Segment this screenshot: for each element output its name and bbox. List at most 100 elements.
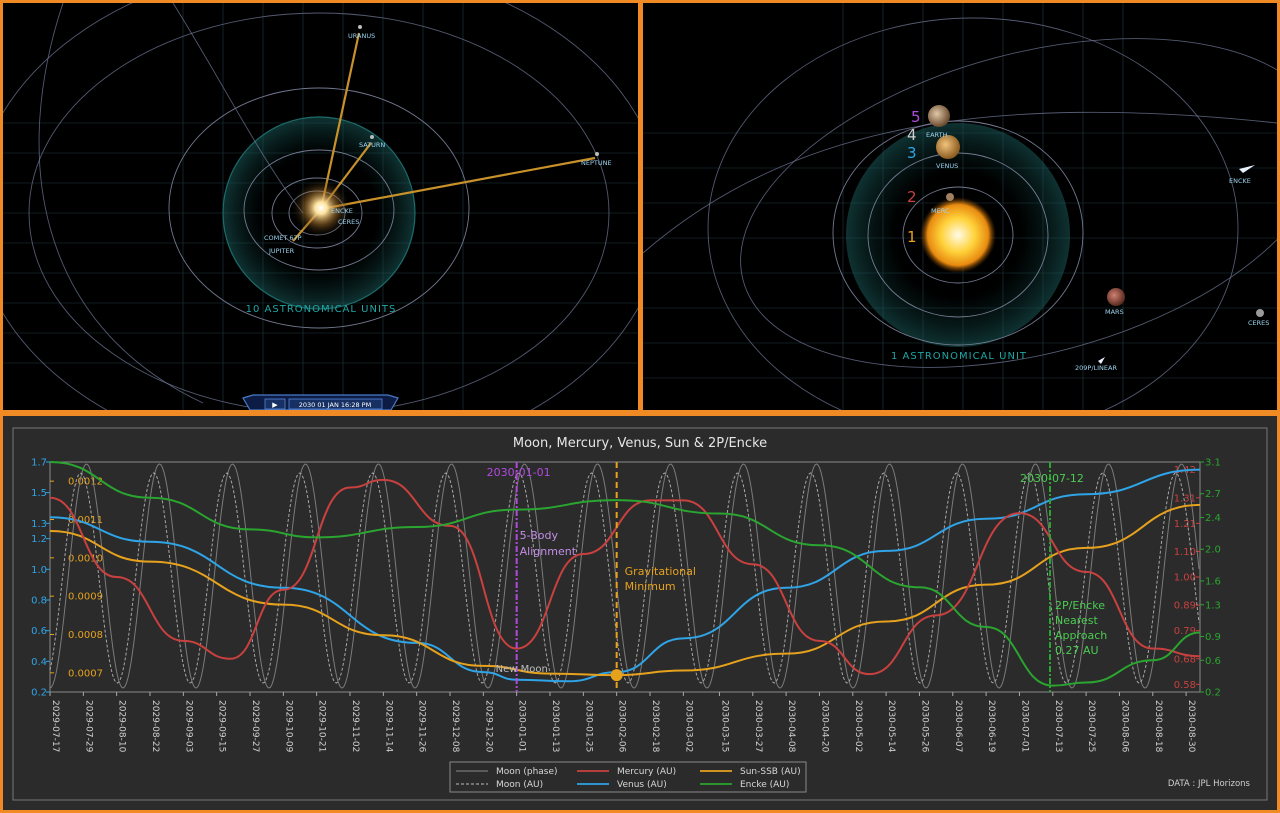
x-tick-label: 2030-01-13 [550,700,560,752]
x-tick-label: 2030-05-26 [919,700,929,753]
sun[interactable] [920,197,996,273]
x-tick-label: 2030-01-25 [583,700,593,752]
x-tick-label: 2030-01-01 [517,700,527,752]
label-encke: ENCKE [1229,177,1251,185]
alignment-number-4: 4 [907,126,917,144]
solar-system-view-1au[interactable]: EARTH VENUS MERC ENCKE MARS CERES 209P/L… [643,3,1277,410]
planet-markers [358,25,599,156]
y-tick-label-left_inner: 0.0009 [68,592,103,603]
y-tick-label-right_inner: 1.31 [1174,493,1196,504]
label-saturn: SATURN [359,141,385,149]
y-tick-label-right_outer: 1.6 [1205,576,1221,587]
venus[interactable] [936,135,960,159]
distance-chart-panel: Moon, Mercury, Venus, Sun & 2P/Encke 202… [3,416,1277,810]
y-tick-label-right_outer: 2.7 [1205,489,1221,500]
x-tick-label: 2029-07-29 [83,700,93,753]
orbits [643,17,1277,410]
scale-ring [222,116,416,310]
time-bar[interactable]: ▶ 2030 01 JAN 16:28 PM [242,394,399,410]
y-tick-label-right_outer: 3.1 [1205,458,1221,469]
annotation-encke-approach-line2: Nearest [1055,614,1099,627]
x-tick-label: 2030-06-19 [986,700,996,753]
comet-icon [1239,165,1255,173]
mars[interactable] [1107,288,1125,306]
y-tick-label-right_outer: 2.4 [1205,513,1221,524]
annotation-encke-approach-line3: Approach [1055,629,1107,642]
label-ceres: CERES [338,218,359,226]
series-mercury [49,478,1201,676]
x-tick-label: 2029-10-21 [317,700,327,752]
x-tick-label: 2029-11-14 [383,700,393,753]
y-tick-label-right_inner: 0.68 [1174,654,1196,665]
x-tick-label: 2029-09-03 [183,700,193,752]
sun[interactable] [291,178,351,238]
earth[interactable] [928,105,950,127]
y-tick-label-right_inner: 1.21 [1174,519,1196,530]
y-tick-label-left_outer: 1.2 [31,534,47,545]
x-tick-label: 2030-03-02 [683,700,693,752]
x-tick-label: 2029-11-02 [350,700,360,752]
x-tick-label: 2030-04-08 [786,700,796,753]
solar-system-view-10au[interactable]: URANUS SATURN NEPTUNE ENCKE CERES COMET … [3,3,638,410]
label-ceres: CERES [1248,319,1269,327]
y-tick-label-right_outer: 2.0 [1205,545,1221,556]
y-tick-label-right_outer: 0.9 [1205,632,1221,643]
series-moon-au [49,472,1200,684]
legend: Moon (phase) Moon (AU) Mercury (AU) Venu… [449,761,807,793]
moon-series [49,463,1200,689]
label-neptune: NEPTUNE [581,159,612,167]
ceres[interactable] [1256,309,1264,317]
x-tick-label: 2030-03-27 [753,700,763,752]
y-tick-label-left_outer: 0.8 [31,596,47,607]
alignment-number-3: 3 [907,144,917,162]
label-earth: EARTH [926,131,948,139]
legend-mercury: Mercury (AU) [617,767,676,777]
y-tick-label-left_inner: 0.0007 [68,668,103,679]
label-mars: MARS [1105,308,1124,316]
y-tick-label-right_outer: 0.6 [1205,656,1221,667]
annotation-grav-min: Gravitational [625,565,696,578]
label-209p: 209P/LINEAR [1075,364,1117,372]
x-tick-label: 2030-05-02 [853,700,863,752]
y-tick-label-left_outer: 1.7 [31,458,47,469]
mercury[interactable] [946,193,954,201]
x-tick-label: 2030-02-18 [650,700,660,753]
annotation-date-2030-01-01: 2030-01-01 [487,466,551,479]
x-tick-label: 2030-06-07 [953,700,963,752]
y-tick-label-left_outer: 1.5 [31,488,47,499]
play-icon[interactable]: ▶ [272,401,278,409]
x-tick-label: 2030-08-18 [1153,700,1163,753]
label-jupiter: JUPITER [268,247,295,255]
chart-title: Moon, Mercury, Venus, Sun & 2P/Encke [513,436,767,451]
x-tick-label: 2029-12-08 [450,700,460,753]
y-tick-label-left_inner: 0.0008 [68,630,103,641]
annotation-encke-approach-line4: 0.27 AU [1055,644,1099,657]
x-tick-label: 2029-09-27 [250,700,260,752]
label-uranus: URANUS [348,32,375,40]
annotation-encke-approach-line1: 2P/Encke [1055,599,1105,612]
x-tick-label: 2029-12-20 [483,700,493,753]
x-tick-label: 2030-05-14 [886,700,896,753]
alignment-number-1: 1 [907,228,917,246]
label-mercury: MERC [931,207,950,215]
legend-moon-au: Moon (AU) [496,780,543,790]
y-tick-label-right_outer: 1.3 [1205,600,1221,611]
scale-label: 10 ASTRONOMICAL UNITS [246,304,397,315]
legend-venus: Venus (AU) [617,780,667,790]
x-tick-label: 2029-11-26 [417,700,427,753]
x-tick-label: 2029-10-09 [283,700,293,753]
series-venus [49,468,1201,683]
data-source-note: DATA : JPL Horizons [1168,779,1251,789]
scale-label: 1 ASTRONOMICAL UNIT [891,351,1027,362]
label-encke: ENCKE [331,207,353,215]
x-tick-label: 2029-08-10 [117,700,127,753]
comet-icon [1098,357,1105,364]
y-tick-label-left_outer: 1.0 [31,565,47,576]
annotation-date-2030-07-12: 2030-07-12 [1020,472,1084,485]
x-tick-label: 2029-07-17 [50,700,60,752]
y-tick-label-right_inner: 1.00 [1174,573,1196,584]
x-tick-label: 2030-07-13 [1053,700,1063,752]
series-encke [49,461,1201,687]
x-tick-label: 2030-08-06 [1119,700,1129,753]
label-venus: VENUS [936,162,958,170]
